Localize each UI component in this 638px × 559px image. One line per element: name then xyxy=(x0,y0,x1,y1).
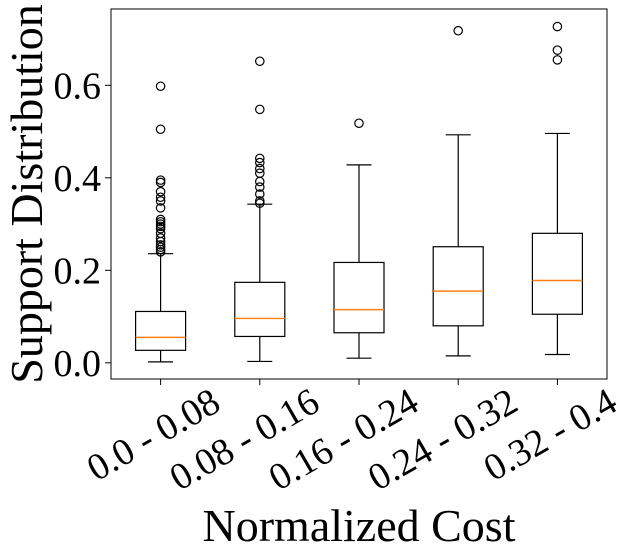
outlier-point xyxy=(254,104,265,115)
outlier-point xyxy=(254,153,265,164)
iqr-box xyxy=(333,261,385,334)
outlier-point xyxy=(155,247,166,257)
outlier-point xyxy=(354,118,364,129)
outlier-point xyxy=(155,124,166,135)
outlier-point xyxy=(552,55,563,65)
outlier-point xyxy=(453,25,463,36)
x-axis-label: Normalized Cost xyxy=(203,500,516,551)
iqr-box xyxy=(432,246,484,327)
box-group xyxy=(531,21,584,356)
y-axis: 0.0 0.2 0.4 0.6 xyxy=(54,65,111,385)
outlier-point xyxy=(155,192,166,203)
y-axis-label: Support Distribution xyxy=(1,4,52,384)
outlier-point xyxy=(254,189,265,199)
box-series xyxy=(135,21,584,363)
outlier-point xyxy=(254,163,265,174)
outlier-point xyxy=(155,186,166,197)
outlier-point xyxy=(155,177,166,188)
outlier-point xyxy=(155,233,166,243)
box-group xyxy=(234,56,286,363)
box-group xyxy=(135,81,187,363)
y-tick-label: 0.6 xyxy=(54,65,102,107)
outlier-point xyxy=(254,198,265,209)
y-tick-label: 0.2 xyxy=(54,250,102,292)
outlier-point xyxy=(155,81,166,92)
box-group xyxy=(333,118,385,359)
box-group xyxy=(432,25,484,357)
outlier-point xyxy=(155,203,166,213)
iqr-box xyxy=(531,232,584,315)
y-tick-label: 0.4 xyxy=(54,158,102,200)
outlier-point xyxy=(254,176,265,187)
outlier-point xyxy=(552,45,563,55)
outlier-point xyxy=(254,157,265,168)
y-tick-label: 0.0 xyxy=(54,343,102,385)
iqr-box xyxy=(135,310,187,351)
x-axis: 0.0 - 0.080.08 - 0.160.16 - 0.240.24 - 0… xyxy=(80,379,624,499)
outlier-point xyxy=(155,196,166,206)
outlier-point xyxy=(254,182,265,192)
outlier-point xyxy=(552,21,563,32)
outlier-point xyxy=(254,56,265,67)
iqr-box xyxy=(234,281,286,338)
outlier-point xyxy=(155,223,166,234)
